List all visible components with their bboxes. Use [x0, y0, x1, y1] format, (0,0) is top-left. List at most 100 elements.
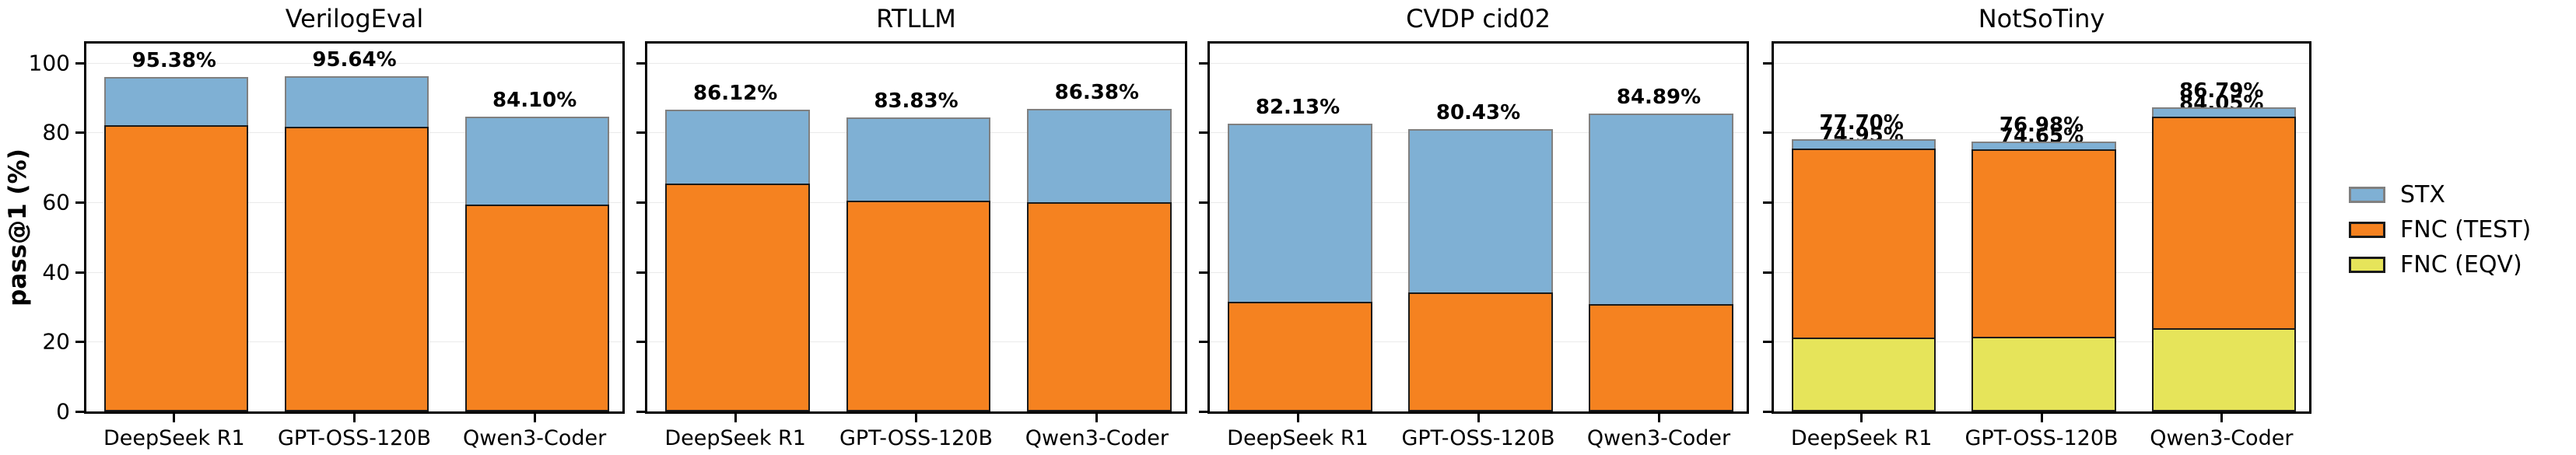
- y-tick-80: [1199, 131, 1207, 135]
- bar-total-label: 76.98%: [1999, 113, 2084, 137]
- legend-swatch-icon: [2349, 222, 2385, 238]
- x-tick-0: [1296, 414, 1299, 422]
- bar-total-label: 82.13%: [1255, 95, 1341, 119]
- x-tick-0: [173, 414, 176, 422]
- y-tick-20: [636, 341, 645, 344]
- bar-segment-stx: [464, 116, 609, 207]
- y-tick-label-100: 100: [28, 50, 70, 76]
- x-tick-2: [2220, 414, 2223, 422]
- bar-total-label: 84.89%: [1616, 86, 1702, 110]
- y-tick-100: [636, 61, 645, 65]
- y-tick-40: [1763, 271, 1772, 274]
- x-tick-label-2: Qwen3-Coder: [1025, 426, 1169, 450]
- bar-segment-fnc-test: [1792, 148, 1936, 340]
- y-tick-label-40: 40: [42, 259, 70, 285]
- x-tick-1: [353, 414, 356, 422]
- gridline-y-80: [1774, 132, 2309, 134]
- bar-total-label: 84.10%: [492, 88, 577, 112]
- chart-panel-cvdp-cid02: CVDP cid02 DeepSeek R1 GPT-OSS-120B Qwen3-C…: [1207, 4, 1749, 450]
- gridline-y-100: [647, 62, 1185, 64]
- legend-item[interactable]: STX: [2349, 177, 2567, 212]
- gridline-y-100: [86, 62, 622, 64]
- x-tick-label-2: Qwen3-Coder: [2150, 426, 2294, 450]
- bar-segment-fnc-eqv: [1971, 337, 2116, 411]
- bar-segment-fnc-test: [284, 127, 429, 411]
- bar-total-label: 86.38%: [1054, 80, 1139, 104]
- y-tick-0: [636, 411, 645, 413]
- bar-total-label: 80.43%: [1435, 101, 1521, 125]
- bar-segment-fnc-test: [1408, 292, 1553, 411]
- x-tick-0: [1860, 414, 1863, 422]
- bar-total-label: 86.79%: [2179, 79, 2264, 103]
- y-tick-60: [1199, 201, 1207, 204]
- bar-segment-fnc-eqv: [2151, 327, 2296, 411]
- bar-segment-stx: [1228, 123, 1372, 303]
- y-tick-60: [75, 201, 84, 204]
- bar-segment-fnc-test: [1589, 304, 1733, 411]
- bar-total-label: 83.83%: [874, 89, 959, 114]
- x-tick-0: [734, 414, 737, 422]
- y-tick-label-60: 60: [42, 189, 70, 215]
- y-tick-100: [1763, 61, 1772, 65]
- plot-area: [645, 41, 1187, 414]
- plot-area: [84, 41, 625, 414]
- gridline-y-100: [1210, 62, 1747, 64]
- bar-segment-stx: [1026, 108, 1172, 204]
- bar-segment-stx: [665, 109, 811, 186]
- y-tick-0: [75, 411, 84, 413]
- x-tick-label-1: GPT-OSS-120B: [1964, 426, 2119, 450]
- x-tick-label-0: DeepSeek R1: [103, 426, 245, 450]
- x-tick-label-0: DeepSeek R1: [1227, 426, 1369, 450]
- bar-segment-fnc-test: [1971, 149, 2116, 339]
- y-tick-80: [636, 131, 645, 135]
- y-tick-60: [1763, 201, 1772, 204]
- x-tick-label-2: Qwen3-Coder: [463, 426, 607, 450]
- bar-segment-fnc-test: [846, 201, 991, 411]
- gridline-y-100: [1774, 62, 2309, 64]
- legend-swatch-icon: [2349, 187, 2385, 203]
- bar-total-label: 86.12%: [693, 81, 778, 105]
- legend-swatch-icon: [2349, 257, 2385, 273]
- y-tick-label-80: 80: [42, 119, 70, 145]
- panel-title: VerilogEval: [285, 4, 424, 33]
- bar-segment-fnc-test: [2151, 117, 2296, 330]
- bar-segment-stx: [1589, 114, 1733, 306]
- bar-segment-fnc-test: [1228, 301, 1372, 411]
- bar-segment-fnc-eqv: [1792, 338, 1936, 411]
- y-tick-20: [75, 341, 84, 344]
- y-tick-label-0: 0: [56, 398, 70, 425]
- y-tick-0: [1199, 411, 1207, 413]
- y-tick-40: [1199, 271, 1207, 274]
- chart-panel-rtllm: RTLLM DeepSeek R1 GPT-OSS-120B Qwen3-Coder: [645, 4, 1187, 450]
- bar-segment-stx: [846, 117, 991, 202]
- x-tick-label-1: GPT-OSS-120B: [839, 426, 994, 450]
- y-tick-80: [75, 131, 84, 135]
- x-tick-1: [915, 414, 917, 422]
- bar-segment-stx: [1408, 129, 1553, 295]
- panel-title: CVDP cid02: [1406, 4, 1551, 33]
- x-tick-label-0: DeepSeek R1: [664, 426, 806, 450]
- x-tick-2: [1095, 414, 1099, 422]
- x-tick-2: [533, 414, 536, 422]
- legend-item[interactable]: FNC (EQV): [2349, 247, 2567, 282]
- bar-segment-fnc-test: [665, 184, 811, 411]
- legend-label: FNC (TEST): [2400, 216, 2532, 243]
- plot-area: [1772, 41, 2311, 414]
- chart-panel-verilogeval: VerilogEval DeepSeek R1 GPT-OSS-120B Qwen3-…: [84, 4, 625, 450]
- bar-segment-fnc-test: [104, 125, 249, 411]
- x-tick-label-1: GPT-OSS-120B: [1401, 426, 1555, 450]
- bar-segment-fnc-test: [1026, 201, 1172, 411]
- x-tick-1: [2040, 414, 2043, 422]
- y-tick-80: [1763, 131, 1772, 135]
- y-tick-60: [636, 201, 645, 204]
- x-tick-label-1: GPT-OSS-120B: [277, 426, 432, 450]
- legend-item[interactable]: FNC (TEST): [2349, 212, 2567, 247]
- bar-total-label: 95.38%: [131, 49, 216, 73]
- chart-legend: STX FNC (TEST) FNC (EQV): [2349, 177, 2567, 282]
- panel-title: NotSoTiny: [1978, 4, 2105, 33]
- y-tick-40: [636, 271, 645, 274]
- x-tick-2: [1657, 414, 1660, 422]
- bar-total-label: 95.64%: [312, 48, 397, 72]
- x-tick-1: [1477, 414, 1480, 422]
